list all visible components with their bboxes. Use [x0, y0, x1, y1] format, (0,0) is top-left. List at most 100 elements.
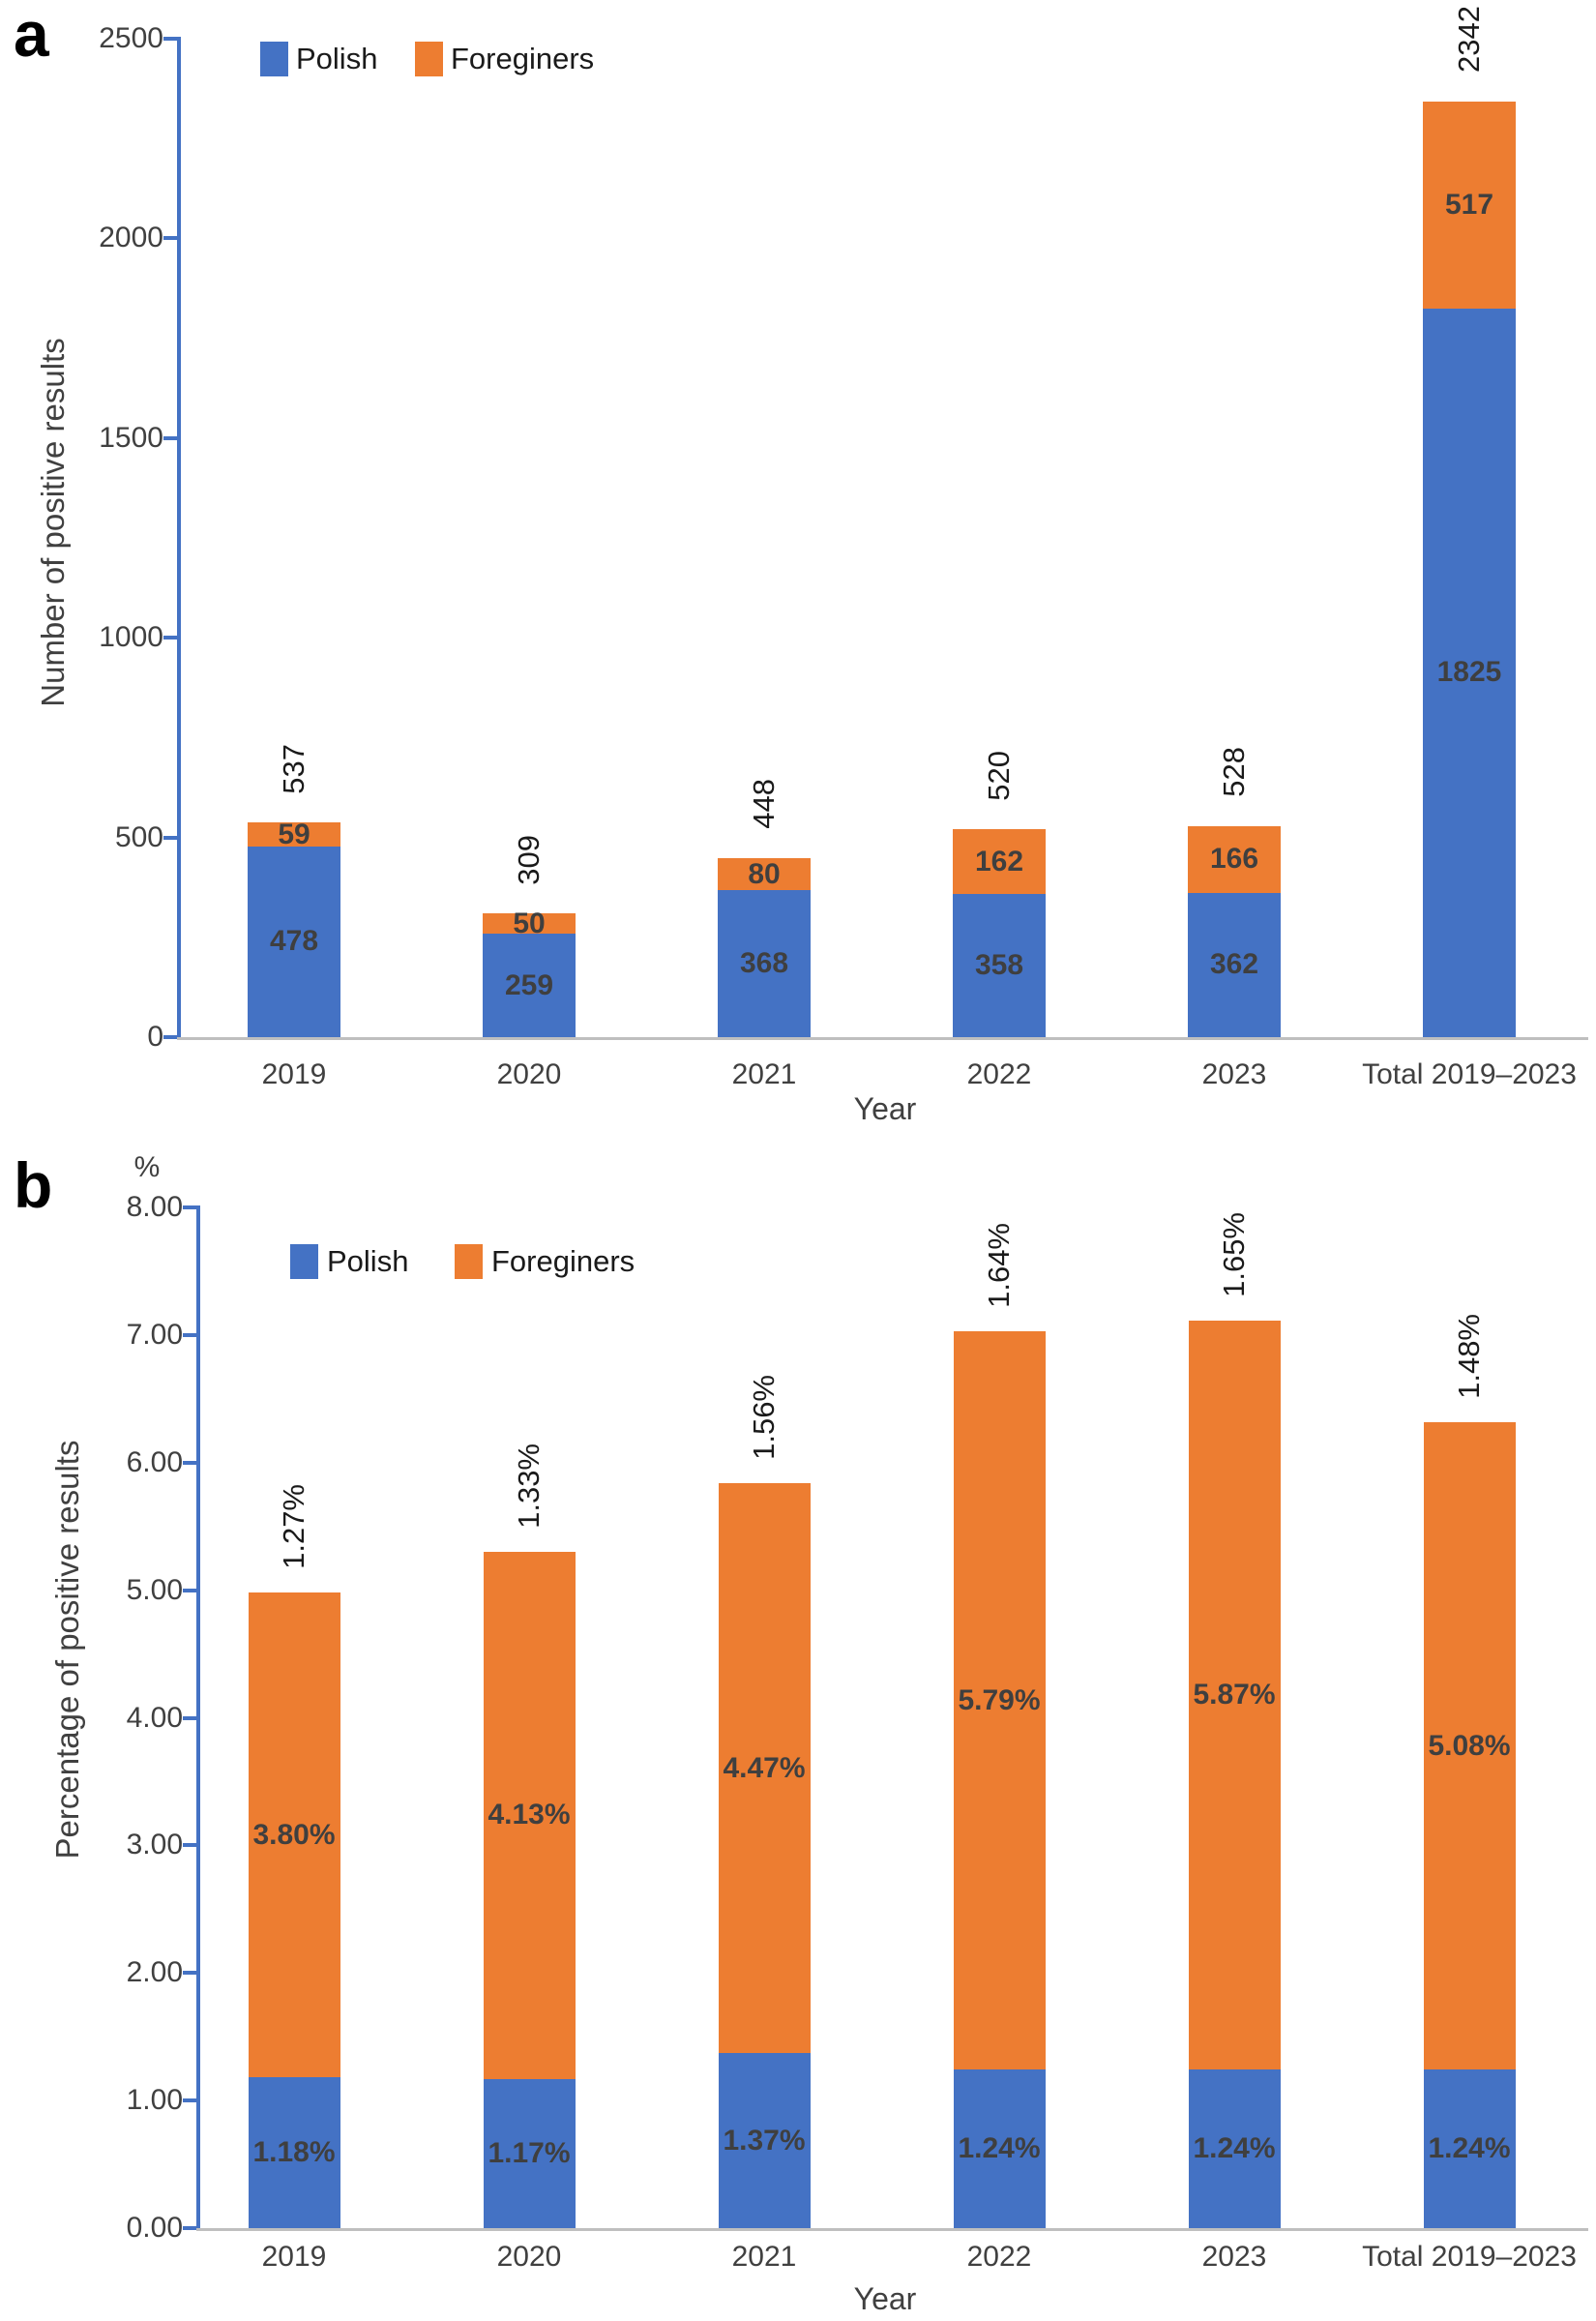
panel-a-category-label: 2023	[1201, 1058, 1267, 1090]
panel-b-segment-value-label: 4.13%	[488, 1799, 571, 1831]
panel-a-bar-segment-foreginers-2021	[718, 858, 811, 891]
panel-b-bar-segment-polish-2022	[953, 2069, 1046, 2228]
panel-b-category-label: 2019	[261, 2241, 327, 2273]
panel-b-y-tick	[183, 1588, 196, 1592]
panel-b-bar-segment-foreginers-total-2019-2023	[1423, 1421, 1516, 2070]
panel-b-y-tick	[183, 1843, 196, 1848]
panel-b-y-tick	[183, 1460, 196, 1465]
panel-a-y-tick	[163, 835, 177, 840]
panel-a-legend-label-foreginers: Foreginers	[451, 42, 595, 75]
panel-b-bar-segment-foreginers-2020	[483, 1552, 576, 2079]
panel-b-category-label: Total 2019–2023	[1362, 2241, 1577, 2273]
panel-a-bar-segment-foreginers-2023	[1188, 826, 1281, 893]
panel-b-total-label: 1.33%	[512, 1443, 546, 1530]
panel-b-bar-segment-foreginers-2019	[248, 1592, 340, 2078]
panel-b-total-label: 1.27%	[277, 1484, 310, 1570]
panel-a-category-label: 2022	[966, 1058, 1032, 1090]
panel-b-legend-swatch-foreginers	[455, 1244, 483, 1279]
panel-b-category-label: 2021	[731, 2241, 797, 2273]
panel-a-segment-value-label: 59	[278, 818, 310, 850]
panel-b-y-tick	[183, 2098, 196, 2103]
panel-b-segment-value-label: 1.18%	[252, 2136, 336, 2169]
panel-b-y-axis-unit-label: %	[133, 1151, 161, 1183]
panel-a-bar-segment-foreginers-total-2019-2023	[1423, 102, 1516, 309]
panel-a-segment-value-label: 166	[1209, 843, 1259, 876]
panel-a-segment-value-label: 517	[1444, 188, 1494, 221]
panel-b-y-tick-label: 3.00	[126, 1829, 183, 1861]
panel-a-bar-segment-foreginers-2020	[483, 913, 576, 935]
panel-a-category-label: Total 2019–2023	[1362, 1058, 1577, 1090]
panel-a-bar-segment-polish-total-2019-2023	[1423, 308, 1516, 1037]
panel-b-x-axis-line	[196, 2228, 1588, 2231]
panel-a-y-tick-label: 1000	[99, 621, 163, 654]
panel-a-category-label: 2019	[261, 1058, 327, 1090]
panel-b-segment-value-label: 1.24%	[958, 2132, 1041, 2165]
panel-a-bar-segment-foreginers-2022	[953, 829, 1046, 895]
panel-a-y-tick-label: 0	[147, 1021, 163, 1053]
panel-a-y-tick-label: 1500	[99, 421, 163, 454]
panel-a-y-tick	[163, 37, 177, 41]
panel-a-y-tick-label: 500	[114, 820, 163, 853]
panel-b-bar-segment-polish-total-2019-2023	[1423, 2069, 1516, 2228]
panel-a-bar-segment-polish-2021	[718, 890, 811, 1037]
panel-a-segment-value-label: 358	[974, 949, 1024, 982]
panel-a-y-tick	[163, 636, 177, 640]
panel-a-segment-value-label: 368	[739, 947, 789, 980]
panel-a-segment-value-label: 80	[748, 857, 781, 890]
panel-a-letter: a	[14, 0, 49, 70]
panel-b-total-label: 1.56%	[747, 1374, 781, 1460]
panel-a-y-tick-label: 2500	[99, 22, 163, 54]
panel-b-y-tick-label: 0.00	[126, 2212, 183, 2244]
panel-b-legend-label-foreginers: Foreginers	[491, 1244, 635, 1278]
panel-b-segment-value-label: 3.80%	[252, 1818, 336, 1851]
panel-b-total-label: 1.64%	[982, 1223, 1016, 1308]
panel-a-legend-label-polish: Polish	[296, 42, 378, 75]
panel-a-segment-value-label: 362	[1209, 948, 1259, 981]
panel-a-bar-segment-polish-2020	[483, 934, 576, 1037]
panel-b-segment-value-label: 5.87%	[1193, 1679, 1276, 1711]
panel-a-bar-segment-polish-2019	[248, 846, 340, 1037]
panel-a-category-label: 2020	[496, 1058, 562, 1090]
panel-b-bar-segment-foreginers-2021	[718, 1482, 811, 2054]
panel-a-segment-value-label: 50	[513, 907, 546, 939]
panel-a-segment-value-label: 1825	[1436, 656, 1502, 689]
panel-a-segment-value-label: 478	[269, 925, 319, 958]
panel-b-segment-value-label: 5.08%	[1428, 1729, 1511, 1762]
panel-a-legend-swatch-foreginers	[415, 42, 443, 76]
panel-b-y-tick-label: 6.00	[126, 1445, 183, 1478]
panel-a-y-tick	[163, 236, 177, 241]
panel-b-y-tick	[183, 1205, 196, 1209]
panel-a-x-axis-title: Year	[853, 1091, 917, 1126]
panel-b-segment-value-label: 1.37%	[723, 2124, 806, 2157]
panel-b-bar-segment-polish-2020	[483, 2078, 576, 2228]
panel-b-y-tick	[183, 1715, 196, 1720]
panel-b-y-tick-label: 2.00	[126, 1956, 183, 1989]
panel-b-legend-swatch-polish	[290, 1244, 318, 1279]
panel-a-legend-swatch-polish	[260, 42, 288, 76]
panel-b-bar-segment-polish-2019	[248, 2077, 340, 2228]
panel-b-category-label: 2020	[496, 2241, 562, 2273]
panel-b-y-tick-label: 8.00	[126, 1191, 183, 1223]
panel-a-y-axis-line	[177, 37, 181, 1040]
panel-b-y-tick	[183, 1332, 196, 1337]
panel-b-total-label: 1.48%	[1452, 1313, 1486, 1399]
panel-a-segment-value-label: 259	[504, 968, 554, 1001]
panel-b-segment-value-label: 4.47%	[723, 1751, 806, 1784]
panel-b-bar-segment-foreginers-2022	[953, 1330, 1046, 2070]
panel-a-bar-segment-foreginers-2019	[248, 822, 340, 847]
panel-b-segment-value-label: 1.24%	[1428, 2132, 1511, 2165]
panel-b-y-axis-line	[196, 1205, 200, 2231]
panel-a-bar-segment-polish-2023	[1188, 892, 1281, 1037]
panel-b-total-label: 1.65%	[1217, 1212, 1251, 1298]
panel-b-legend-label-polish: Polish	[327, 1244, 409, 1278]
panel-b-letter: b	[14, 1149, 53, 1221]
panel-a-x-axis-line	[177, 1037, 1588, 1040]
panel-a-category-label: 2021	[731, 1058, 797, 1090]
panel-b-category-label: 2022	[966, 2241, 1032, 2273]
panel-b-category-label: 2023	[1201, 2241, 1267, 2273]
panel-a-y-tick	[163, 435, 177, 440]
panel-a-segment-value-label: 162	[974, 845, 1024, 878]
panel-b-y-tick-label: 1.00	[126, 2084, 183, 2117]
